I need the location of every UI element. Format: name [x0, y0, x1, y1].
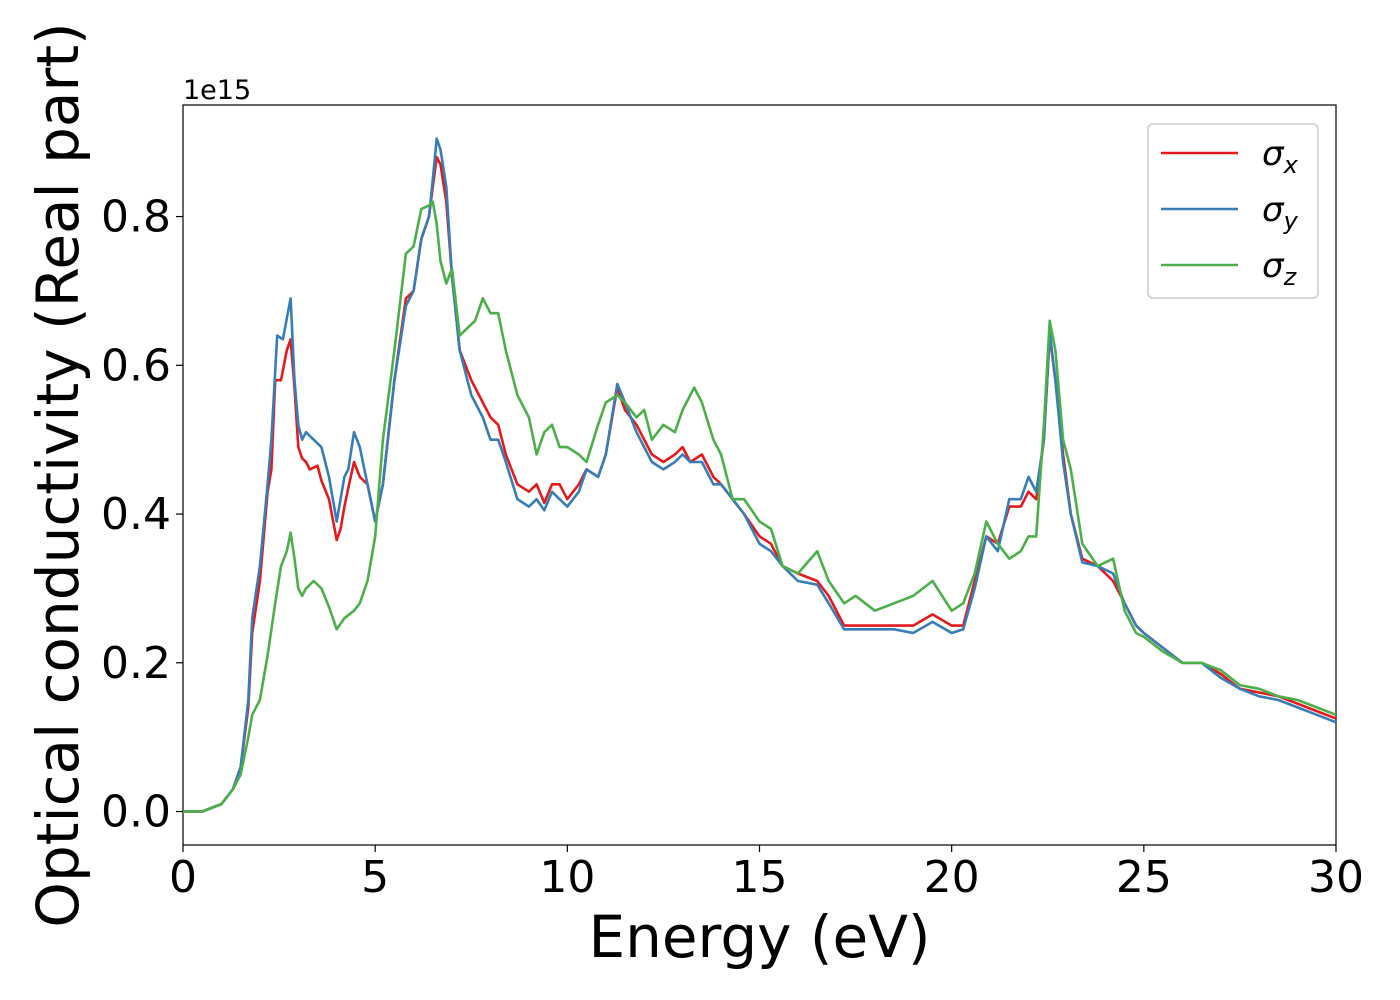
y-tick-label: 0.4	[101, 489, 171, 540]
x-tick-label: 20	[924, 852, 980, 903]
series-line-y	[183, 137, 1337, 813]
x-tick-label: 5	[361, 852, 389, 903]
series-line-z	[183, 200, 1337, 813]
x-tick-label: 25	[1116, 852, 1172, 903]
x-tick-label: 15	[732, 852, 788, 903]
y-tick-label: 0.6	[101, 340, 171, 391]
legend: σx σy σz	[1147, 123, 1319, 299]
x-axis-ticks: 0 5 10 15 20 25 30	[169, 845, 1364, 903]
x-axis-label: Energy (eV)	[588, 903, 930, 971]
y-tick-label: 0.8	[101, 192, 171, 243]
y-offset-label: 1e15	[183, 75, 251, 106]
legend-label-z: σz	[1262, 246, 1298, 291]
legend-box	[1147, 123, 1319, 299]
x-tick-label: 30	[1308, 852, 1364, 903]
legend-label-x: σx	[1262, 134, 1299, 179]
legend-label-y: σy	[1262, 190, 1299, 235]
y-axis-label: Optical conductivity (Real part)	[24, 22, 92, 927]
legend-items: σx σy σz	[1161, 134, 1299, 291]
series-group	[183, 137, 1337, 813]
y-tick-label: 0.0	[101, 787, 171, 838]
x-tick-label: 10	[539, 852, 595, 903]
y-tick-label: 0.2	[101, 638, 171, 689]
y-axis-ticks: 0.0 0.2 0.4 0.6 0.8	[101, 192, 183, 838]
x-tick-label: 0	[169, 852, 197, 903]
